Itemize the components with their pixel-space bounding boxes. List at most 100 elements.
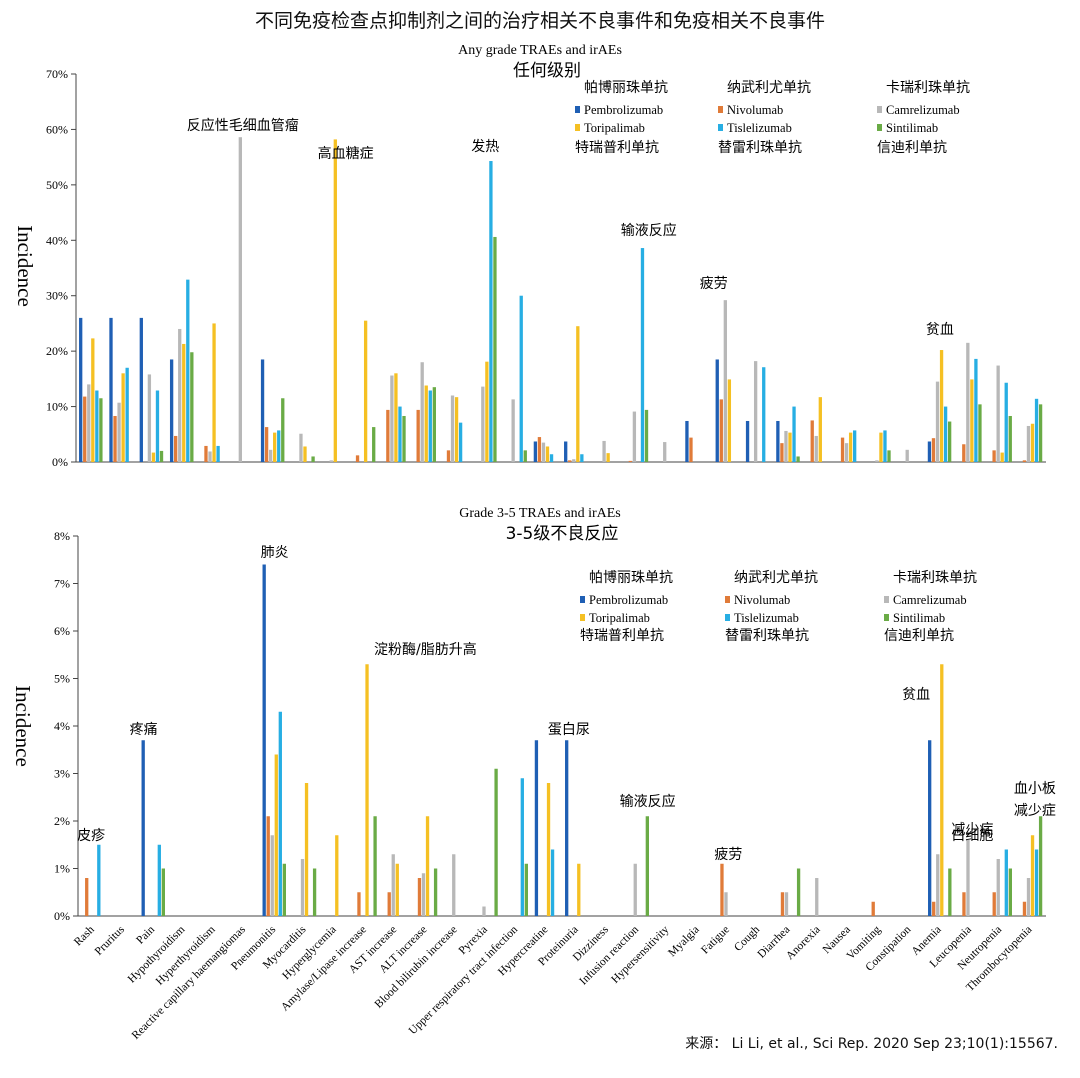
chart-any-grade: Any grade TRAEs and irAEs 任何级别 Incidence… [13, 43, 1046, 469]
chart2-bar-sintilimab [433, 868, 438, 916]
chart1-bar-toripalimab [91, 338, 95, 462]
chart1-bar-tislelizumab [277, 430, 281, 462]
chart1-bar-nivolumab [355, 455, 360, 462]
chart1-bar-toripalimab [121, 373, 125, 462]
chart2-legend-label: Tislelizumab [734, 611, 799, 625]
chart1-bar-sintilimab [281, 398, 285, 462]
chart1-bar-tislelizumab [428, 390, 432, 462]
chart2-bar-sintilimab [524, 863, 528, 916]
chart1-bar-pembrolizumab [109, 317, 113, 462]
chart2-legend-swatch [580, 614, 585, 621]
chart1-bar-toripalimab [848, 432, 853, 462]
chart2-bar-toripalimab [365, 664, 369, 916]
chart1-bar-nivolumab [1022, 460, 1027, 462]
chart1-annotation: 输液反应 [621, 222, 677, 239]
chart2-bar-sintilimab [312, 868, 317, 916]
chart2-legend-cn: 纳武利尤单抗 [734, 570, 818, 586]
chart1-bar-toripalimab [273, 432, 277, 462]
chart2-bar-camrelizumab [452, 854, 456, 916]
chart1-bar-camrelizumab [299, 433, 303, 462]
chart1-bar-tislelizumab [186, 279, 190, 462]
chart1-ytick-label: 0% [52, 455, 68, 469]
chart2-bar-sintilimab [645, 816, 649, 916]
chart2-legend-label: Toripalimab [589, 611, 650, 625]
chart1-bar-sintilimab [947, 421, 952, 462]
chart1-bar-tislelizumab [762, 367, 766, 462]
chart2-bar-toripalimab [546, 783, 551, 916]
chart1-bar-toripalimab [576, 326, 580, 462]
chart2-ylabel: Incidence [11, 685, 35, 767]
chart2-bar-nivolumab [387, 892, 391, 916]
chart1-legend-swatch [877, 106, 882, 113]
chart1-ytick-label: 40% [46, 233, 68, 247]
chart1-bar-pembrolizumab [685, 420, 689, 462]
chart1-bar-camrelizumab [390, 375, 394, 462]
chart1-legend-swatch [718, 106, 723, 113]
chart1-bar-toripalimab [818, 397, 822, 462]
chart2-ytick-label: 8% [54, 529, 70, 543]
chart1-bar-camrelizumab [178, 328, 182, 462]
chart1-ytick-label: 20% [46, 344, 68, 358]
chart1-bar-camrelizumab [814, 435, 818, 462]
chart1-bar-tislelizumab [549, 454, 554, 462]
chart2-annotation: 疼痛 [130, 721, 158, 738]
chart2-bar-nivolumab [871, 901, 875, 916]
chart2-subtitle: 3-5级不良反应 [506, 524, 619, 544]
chart2-annotation: 血小板 [1014, 781, 1056, 797]
chart2-bar-camrelizumab [482, 906, 486, 916]
chart1-bar-pembrolizumab [79, 317, 83, 462]
chart1-legend-label: Toripalimab [584, 121, 645, 135]
chart1-bar-pembrolizumab [260, 359, 265, 462]
chart2-ytick-label: 2% [54, 814, 70, 828]
chart2-annotation: 皮疹 [77, 828, 105, 844]
chart1-ytick-label: 30% [46, 289, 68, 303]
chart2-bar-nivolumab [720, 863, 724, 916]
chart1-bar-sintilimab [402, 415, 406, 462]
chart2-legend-cn: 帕博丽珠单抗 [589, 569, 673, 586]
chart2-bar-camrelizumab [1026, 878, 1031, 916]
chart1-bar-toripalimab [606, 453, 610, 462]
chart1-legend-cn: 特瑞普利单抗 [575, 140, 659, 156]
x-category-label: Pruritus [93, 923, 128, 958]
chart2-annotation: 蛋白尿 [548, 722, 590, 738]
chart2-bar-camrelizumab [724, 892, 728, 916]
chart1-bar-tislelizumab [640, 248, 645, 462]
chart2-bar-tislelizumab [1004, 849, 1008, 916]
chart2-bar-nivolumab [417, 878, 422, 916]
chart2-ytick-label: 3% [54, 767, 70, 781]
chart1-bar-camrelizumab [875, 460, 879, 462]
chart1-bar-tislelizumab [883, 430, 887, 462]
chart1-bar-camrelizumab [784, 430, 788, 462]
chart1-bar-pembrolizumab [715, 359, 719, 462]
chart1-annotation: 反应性毛细血管瘤 [187, 117, 299, 134]
chart1-bar-nivolumab [962, 444, 966, 462]
chart1-bar-toripalimab [485, 361, 489, 462]
chart1-bar-toripalimab [333, 139, 337, 462]
chart1-bar-camrelizumab [541, 442, 546, 462]
chart1-bar-camrelizumab [147, 374, 152, 462]
chart2-bar-sintilimab [948, 868, 952, 916]
chart2-bar-toripalimab [335, 835, 339, 916]
chart1-annotation: 发热 [471, 139, 499, 155]
chart1-bar-camrelizumab [450, 395, 455, 462]
chart2-legend-label: Camrelizumab [893, 593, 967, 607]
chart2-bar-toripalimab [577, 863, 581, 916]
chart1-bar-nivolumab [174, 435, 178, 462]
chart1-bar-toripalimab [1000, 452, 1004, 462]
chart2-legend-swatch [580, 596, 585, 603]
chart1-bar-camrelizumab [481, 386, 485, 462]
chart2-legend-cn: 卡瑞利珠单抗 [893, 570, 977, 586]
chart1-ytick-label: 60% [46, 122, 68, 136]
chart2-bar-nivolumab [85, 878, 89, 916]
chart1-legend-swatch [877, 124, 882, 131]
chart2-bar-tislelizumab [1034, 849, 1039, 916]
chart1-bar-camrelizumab [87, 384, 91, 462]
chart1-bar-camrelizumab [238, 137, 242, 462]
chart1-bar-pembrolizumab [927, 441, 932, 462]
chart2-bar-nivolumab [962, 892, 966, 916]
chart2-bar-nivolumab [932, 901, 936, 916]
chart1-bar-camrelizumab [329, 460, 333, 462]
chart2-bar-tislelizumab [520, 778, 524, 916]
chart1-bar-sintilimab [99, 398, 103, 462]
chart1-bar-toripalimab [363, 320, 368, 462]
